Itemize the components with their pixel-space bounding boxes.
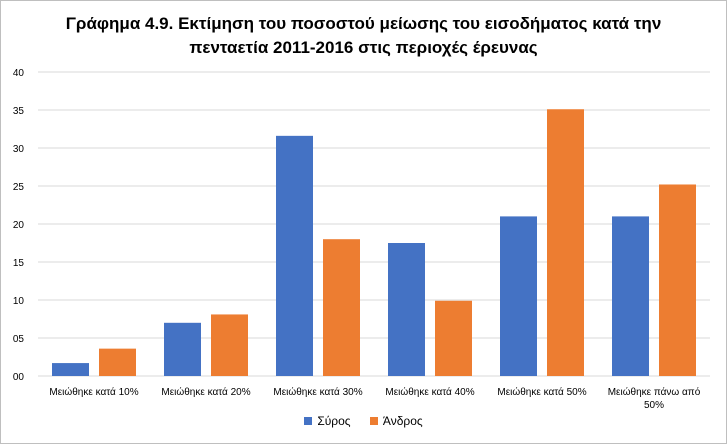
bar-andros-1 [211,314,248,376]
bar-syros-3 [388,243,425,376]
y-tick-label-7: 35 [13,106,25,117]
legend-label-andros: Άνδρος [382,414,423,428]
bar-syros-4 [500,216,537,376]
chart-title-line-1: Γράφημα 4.9. Εκτίμηση του ποσοστού μείωσ… [65,14,662,33]
x-tick-label-5-line2: 50% [644,400,664,411]
bar-syros-1 [164,322,201,376]
x-tick-label-0: Μειώθηκε κατά 10% [49,386,138,398]
y-tick-label-8: 40 [13,68,25,79]
x-tick-label-4: Μειώθηκε κατά 50% [497,386,586,398]
legend-swatch-syros [304,417,313,425]
bar-andros-3 [435,300,472,376]
bar-andros-0 [99,348,136,376]
legend-label-syros: Σύρος [317,414,351,428]
legend-item-syros: Σύρος [304,414,351,428]
bar-andros-5 [659,184,696,376]
chart-title: Γράφημα 4.9. Εκτίμηση του ποσοστού μείωσ… [0,12,727,60]
bar-andros-4 [547,109,584,377]
bar-syros-2 [276,135,313,376]
legend: Σύρος Άνδρος [0,414,727,428]
bar-syros-0 [52,363,89,376]
x-tick-label-2: Μειώθηκε κατά 30% [273,386,362,398]
bar-syros-5 [612,216,649,376]
y-tick-label-2: 10 [13,296,25,307]
y-tick-label-4: 20 [13,220,25,231]
y-tick-label-0: 00 [13,372,25,383]
legend-item-andros: Άνδρος [369,414,423,428]
y-tick-label-6: 30 [13,144,25,155]
y-tick-label-1: 05 [13,334,25,345]
x-tick-label-3: Μειώθηκε κατά 40% [385,386,474,398]
x-tick-label-1: Μειώθηκε κατά 20% [161,386,250,398]
bar-andros-2 [323,239,360,376]
legend-swatch-andros [369,417,378,425]
y-tick-label-5: 25 [13,182,25,193]
y-tick-label-3: 15 [13,258,25,269]
x-tick-label-5: Μειώθηκε πάνω από [608,386,701,398]
chart-title-line-2: πενταετία 2011-2016 στις περιοχές έρευνα… [189,38,538,57]
